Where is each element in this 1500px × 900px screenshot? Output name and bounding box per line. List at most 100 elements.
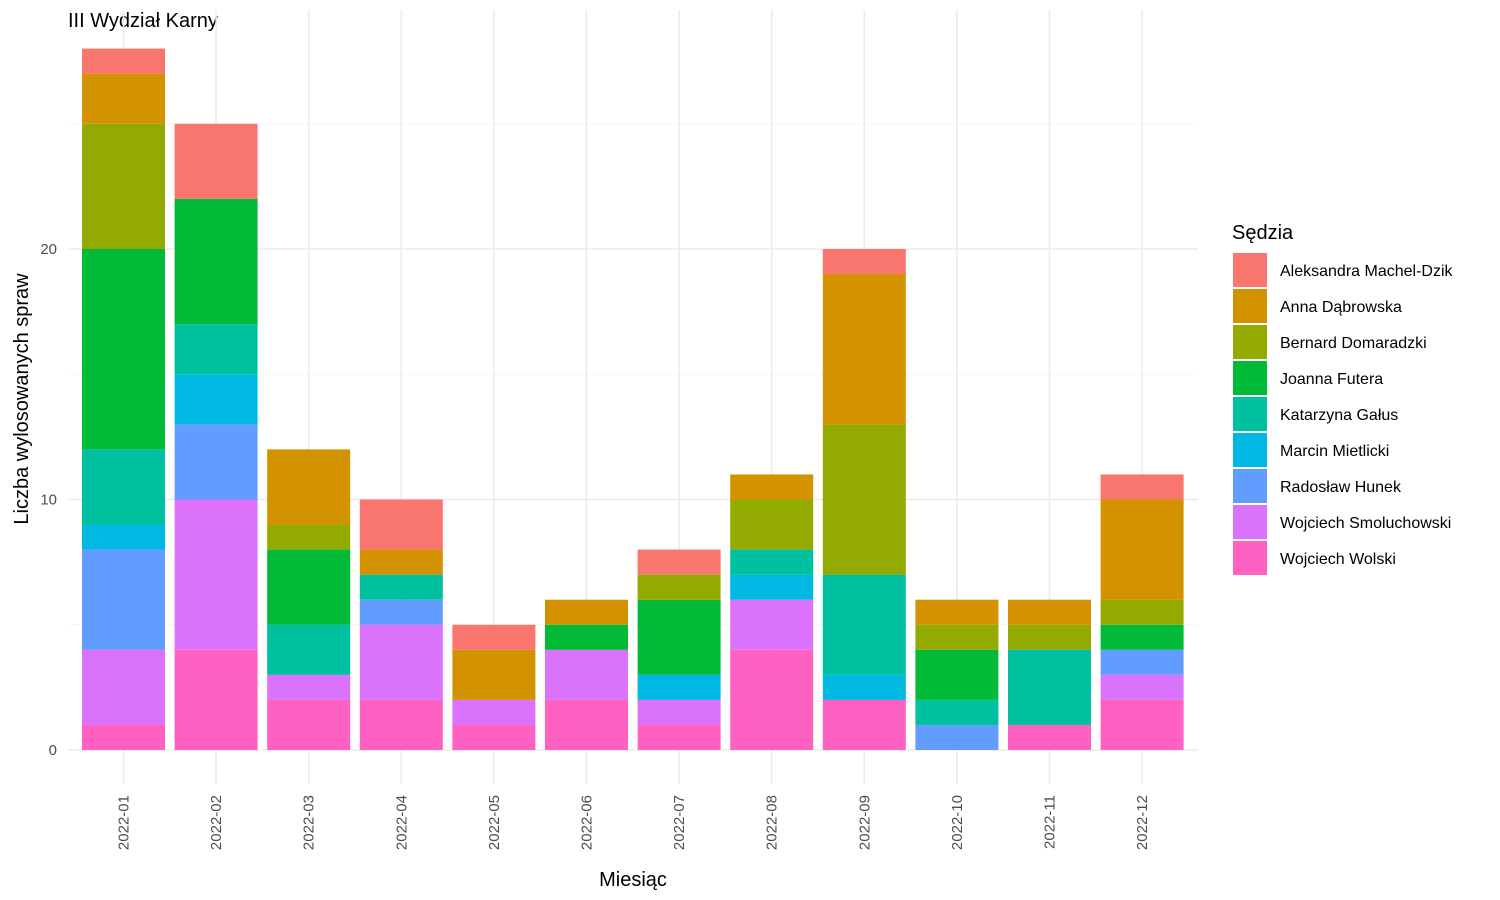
bar-2022-05-aleksandra-machel-dzik bbox=[452, 624, 536, 650]
legend-key-aleksandra-machel-dzik bbox=[1233, 253, 1267, 287]
bar-2022-07-joanna-futera bbox=[637, 599, 721, 675]
bar-2022-07-aleksandra-machel-dzik bbox=[637, 549, 721, 575]
bar-2022-11-bernard-domaradzki bbox=[1008, 624, 1091, 650]
legend-title: Sędzia bbox=[1232, 222, 1294, 244]
bar-2022-01-bernard-domaradzki bbox=[82, 123, 165, 249]
bar-2022-02-aleksandra-machel-dzik bbox=[174, 123, 258, 199]
bar-2022-04-wojciech-smoluchowski bbox=[359, 624, 443, 700]
x-tick-label: 2022-11 bbox=[1042, 795, 1059, 849]
bar-2022-01-radoslaw-hunek bbox=[82, 549, 165, 650]
bar-2022-06-joanna-futera bbox=[545, 624, 628, 650]
x-tick-label: 2022-10 bbox=[949, 795, 966, 850]
x-tick-label: 2022-05 bbox=[486, 795, 503, 850]
legend-key-joanna-futera bbox=[1233, 361, 1267, 395]
legend-key-bernard-domaradzki bbox=[1233, 325, 1267, 359]
bar-2022-12-wojciech-smoluchowski bbox=[1100, 674, 1184, 700]
bar-2022-08-marcin-mietlicki bbox=[730, 574, 814, 600]
legend-key-marcin-mietlicki bbox=[1233, 433, 1267, 467]
x-tick-label: 2022-06 bbox=[579, 795, 596, 850]
bar-2022-02-marcin-mietlicki bbox=[174, 374, 258, 425]
bar-2022-02-katarzyna-galus bbox=[174, 324, 258, 375]
x-axis-title: Miesiąc bbox=[599, 869, 667, 891]
bar-2022-04-katarzyna-galus bbox=[359, 574, 443, 600]
y-axis-ticks: 0 10 20 bbox=[40, 241, 57, 759]
legend-label-aleksandra-machel-dzik: Aleksandra Machel-Dzik bbox=[1280, 263, 1454, 280]
chart-title: III Wydział Karny bbox=[68, 10, 218, 32]
bar-2022-01-marcin-mietlicki bbox=[82, 524, 165, 550]
bar-2022-09-aleksandra-machel-dzik bbox=[822, 249, 906, 275]
bar-2022-11-anna-dabrowska bbox=[1008, 599, 1091, 625]
bar-2022-01-joanna-futera bbox=[82, 249, 165, 450]
bar-2022-03-wojciech-wolski bbox=[267, 699, 351, 750]
bar-2022-09-wojciech-wolski bbox=[822, 699, 906, 750]
bar-2022-12-anna-dabrowska bbox=[1100, 499, 1184, 600]
bar-2022-03-anna-dabrowska bbox=[267, 449, 351, 525]
bar-2022-03-joanna-futera bbox=[267, 549, 351, 625]
x-tick-label: 2022-08 bbox=[764, 795, 781, 850]
legend-key-radoslaw-hunek bbox=[1233, 469, 1267, 503]
bar-2022-12-wojciech-wolski bbox=[1100, 699, 1184, 750]
bar-2022-05-wojciech-smoluchowski bbox=[452, 699, 536, 725]
y-tick-label: 0 bbox=[49, 742, 57, 759]
bar-2022-04-aleksandra-machel-dzik bbox=[359, 499, 443, 550]
x-tick-label: 2022-12 bbox=[1134, 795, 1151, 850]
legend-label-wojciech-smoluchowski: Wojciech Smoluchowski bbox=[1280, 515, 1451, 532]
x-tick-label: 2022-02 bbox=[208, 795, 225, 850]
legend-key-anna-dabrowska bbox=[1233, 289, 1267, 323]
bar-2022-02-joanna-futera bbox=[174, 198, 258, 325]
bar-2022-08-katarzyna-galus bbox=[730, 549, 814, 575]
bar-2022-09-marcin-mietlicki bbox=[822, 674, 906, 700]
bar-2022-05-anna-dabrowska bbox=[452, 649, 536, 700]
bar-2022-07-wojciech-smoluchowski bbox=[637, 699, 721, 725]
bar-2022-01-anna-dabrowska bbox=[82, 73, 165, 124]
bar-2022-01-katarzyna-galus bbox=[82, 449, 165, 525]
legend-label-wojciech-wolski: Wojciech Wolski bbox=[1280, 551, 1396, 568]
bar-2022-02-wojciech-smoluchowski bbox=[174, 499, 258, 650]
legend-key-wojciech-smoluchowski bbox=[1233, 505, 1267, 539]
bar-2022-12-radoslaw-hunek bbox=[1100, 649, 1184, 675]
bar-2022-05-wojciech-wolski bbox=[452, 724, 536, 750]
bar-2022-06-wojciech-wolski bbox=[545, 699, 628, 750]
bar-2022-03-katarzyna-galus bbox=[267, 624, 351, 675]
bar-2022-01-aleksandra-machel-dzik bbox=[82, 48, 165, 74]
bar-2022-03-bernard-domaradzki bbox=[267, 524, 351, 550]
bar-2022-10-katarzyna-galus bbox=[915, 699, 999, 725]
y-tick-label: 20 bbox=[40, 241, 57, 258]
legend-label-bernard-domaradzki: Bernard Domaradzki bbox=[1280, 335, 1427, 352]
bar-2022-01-wojciech-smoluchowski bbox=[82, 649, 165, 725]
bar-2022-02-wojciech-wolski bbox=[174, 649, 258, 750]
bar-2022-06-anna-dabrowska bbox=[545, 599, 628, 625]
y-tick-label: 10 bbox=[40, 492, 57, 509]
bar-2022-07-wojciech-wolski bbox=[637, 724, 721, 750]
bar-2022-10-joanna-futera bbox=[915, 649, 999, 700]
legend-label-radoslaw-hunek: Radosław Hunek bbox=[1280, 479, 1402, 496]
bar-2022-09-katarzyna-galus bbox=[822, 574, 906, 675]
bar-2022-01-wojciech-wolski bbox=[82, 724, 165, 750]
bar-2022-11-katarzyna-galus bbox=[1008, 649, 1091, 725]
bar-2022-08-bernard-domaradzki bbox=[730, 499, 814, 550]
legend-label-katarzyna-galus: Katarzyna Gałus bbox=[1280, 407, 1398, 424]
bar-2022-06-wojciech-smoluchowski bbox=[545, 649, 628, 700]
bar-2022-10-radoslaw-hunek bbox=[915, 724, 999, 750]
bar-2022-04-radoslaw-hunek bbox=[359, 599, 443, 625]
x-tick-label: 2022-01 bbox=[116, 795, 133, 850]
legend-label-marcin-mietlicki: Marcin Mietlicki bbox=[1280, 443, 1389, 460]
legend-key-wojciech-wolski bbox=[1233, 541, 1267, 575]
bar-2022-10-anna-dabrowska bbox=[915, 599, 999, 625]
bar-2022-10-bernard-domaradzki bbox=[915, 624, 999, 650]
legend-label-joanna-futera: Joanna Futera bbox=[1280, 371, 1383, 388]
bar-2022-09-anna-dabrowska bbox=[822, 274, 906, 425]
bar-2022-12-aleksandra-machel-dzik bbox=[1100, 474, 1184, 500]
bar-2022-12-bernard-domaradzki bbox=[1100, 599, 1184, 625]
y-axis-title: Liczba wylosowanych spraw bbox=[11, 273, 33, 525]
bar-2022-07-bernard-domaradzki bbox=[637, 574, 721, 600]
x-tick-label: 2022-07 bbox=[671, 795, 688, 850]
bar-2022-04-anna-dabrowska bbox=[359, 549, 443, 575]
bar-2022-11-wojciech-wolski bbox=[1008, 724, 1091, 750]
bar-2022-08-wojciech-smoluchowski bbox=[730, 599, 814, 650]
bar-2022-08-wojciech-wolski bbox=[730, 649, 814, 750]
legend-label-anna-dabrowska: Anna Dąbrowska bbox=[1280, 299, 1402, 316]
bar-2022-12-joanna-futera bbox=[1100, 624, 1184, 650]
bar-2022-02-radoslaw-hunek bbox=[174, 424, 258, 500]
legend: Sędzia Aleksandra Machel-Dzik Anna Dąbrow… bbox=[1232, 222, 1454, 575]
